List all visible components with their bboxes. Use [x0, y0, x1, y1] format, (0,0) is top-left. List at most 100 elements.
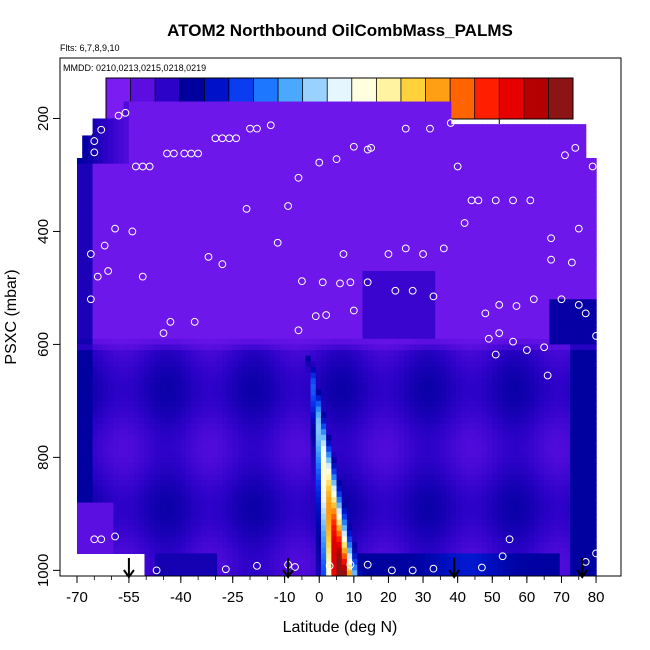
heatmap-cell — [284, 191, 291, 199]
heatmap-cell — [227, 101, 234, 108]
heatmap-cell — [217, 299, 223, 306]
heatmap-cell — [108, 310, 114, 317]
heatmap-cell — [102, 135, 109, 142]
heatmap-cell — [346, 304, 353, 312]
heatmap-cell — [341, 152, 348, 159]
heatmap-cell — [82, 259, 88, 266]
heatmap-cell — [82, 321, 88, 329]
heatmap-cell — [295, 496, 301, 504]
heatmap-cell — [295, 417, 301, 425]
heatmap-cell — [227, 406, 234, 413]
heatmap-cell — [123, 310, 130, 317]
heatmap-cell — [201, 310, 208, 317]
heatmap-cell — [237, 163, 244, 170]
heatmap-cell — [154, 112, 161, 120]
heatmap-cell — [237, 152, 244, 159]
heatmap-cell — [263, 355, 270, 362]
heatmap-cell — [170, 508, 177, 515]
heatmap-cell — [154, 553, 161, 560]
heatmap-cell — [243, 231, 249, 238]
heatmap-cell — [383, 412, 390, 419]
heatmap-cell — [180, 355, 187, 362]
heatmap-cell — [243, 395, 249, 402]
heatmap-cell — [320, 564, 327, 571]
heatmap-cell — [378, 191, 384, 199]
heatmap-cell — [269, 474, 275, 481]
heatmap-cell — [295, 338, 301, 346]
heatmap-cell — [253, 152, 260, 159]
heatmap-cell — [123, 293, 130, 300]
heatmap-cell — [97, 502, 104, 509]
heatmap-cell — [97, 124, 104, 131]
heatmap-cell — [326, 440, 332, 447]
heatmap-cell — [320, 395, 327, 402]
heatmap-cell — [326, 530, 332, 538]
heatmap-cell — [196, 248, 203, 255]
heatmap-cell — [295, 440, 301, 447]
heatmap-cell — [367, 383, 374, 391]
heatmap-cell — [248, 191, 255, 199]
heatmap-cell — [352, 327, 358, 334]
heatmap-cell — [269, 259, 275, 266]
heatmap-cell — [102, 491, 109, 498]
heatmap-cell — [170, 513, 177, 521]
heatmap-cell — [186, 333, 192, 340]
heatmap-cell — [206, 491, 213, 498]
heatmap-cell — [263, 180, 270, 187]
heatmap-cell — [165, 463, 172, 470]
heatmap-cell — [284, 457, 291, 464]
heatmap-cell — [97, 265, 104, 272]
heatmap-cell — [357, 344, 364, 351]
heatmap-cell — [232, 400, 239, 408]
heatmap-cell — [102, 316, 109, 323]
heatmap-cell — [160, 479, 166, 487]
heatmap-cell — [180, 265, 187, 272]
heatmap-cell — [352, 519, 358, 526]
heatmap-cell — [222, 502, 229, 509]
heatmap-cell — [378, 350, 384, 357]
heatmap-cell — [144, 310, 151, 317]
heatmap-cell — [326, 434, 332, 442]
heatmap-cell — [372, 525, 379, 532]
heatmap-cell — [97, 350, 104, 357]
heatmap-cell — [289, 129, 296, 137]
heatmap-cell — [253, 158, 260, 165]
heatmap-cell — [295, 378, 301, 385]
heatmap-cell — [310, 293, 317, 300]
heatmap-cell — [186, 191, 192, 199]
heatmap-cell — [201, 208, 208, 216]
heatmap-cell — [378, 237, 384, 244]
heatmap-cell — [186, 197, 192, 204]
heatmap-cell — [269, 513, 275, 521]
heatmap-cell — [243, 474, 249, 481]
heatmap-cell — [243, 146, 249, 153]
heatmap-cell — [97, 203, 104, 210]
heatmap-cell — [211, 400, 218, 408]
heatmap-cell — [232, 158, 239, 165]
heatmap-cell — [378, 248, 384, 255]
heatmap-cell — [191, 293, 197, 300]
heatmap-cell — [160, 135, 166, 142]
heatmap-cell — [300, 496, 306, 504]
heatmap-cell — [134, 287, 140, 295]
heatmap-cell — [274, 451, 281, 458]
heatmap-cell — [274, 570, 281, 576]
heatmap-cell — [289, 276, 296, 283]
heatmap-cell — [248, 417, 255, 425]
heatmap-cell — [217, 169, 223, 176]
heatmap-cell — [160, 508, 166, 515]
heatmap-cell — [191, 395, 197, 402]
heatmap-cell — [128, 502, 135, 509]
heatmap-cell — [326, 282, 332, 289]
heatmap-cell — [352, 169, 358, 176]
heatmap-cell — [102, 118, 109, 125]
heatmap-cell — [315, 502, 322, 509]
heatmap-cell — [320, 434, 327, 442]
heatmap-cell — [263, 107, 270, 114]
heatmap-cell — [279, 180, 286, 187]
heatmap-cell — [346, 242, 353, 249]
heatmap-cell — [362, 225, 369, 233]
heatmap-cell — [217, 479, 223, 487]
heatmap-cell — [258, 141, 265, 148]
heatmap-cell — [346, 344, 353, 351]
